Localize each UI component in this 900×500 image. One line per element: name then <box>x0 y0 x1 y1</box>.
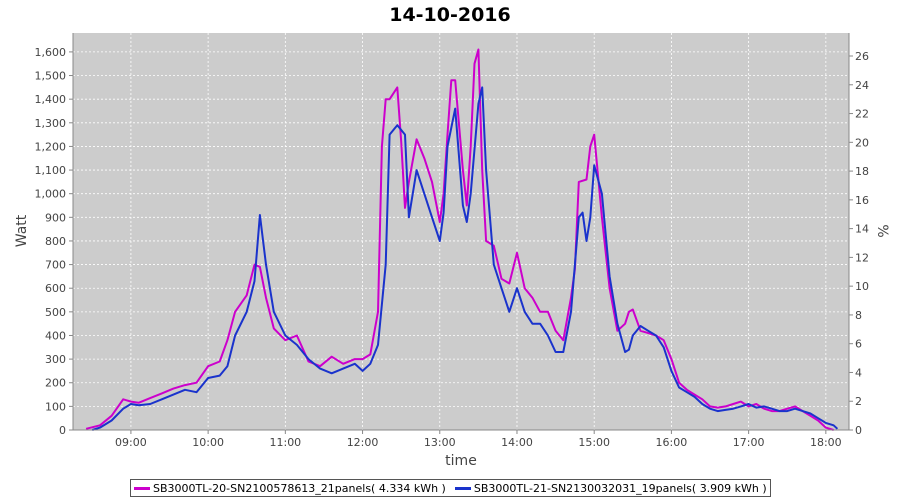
y-tick-label: 1,400 <box>35 93 67 106</box>
x-tick-label: 18:00 <box>810 436 842 449</box>
y2-tick-label: 2 <box>855 395 862 408</box>
plot-area <box>73 33 849 430</box>
y2-tick-label: 8 <box>855 309 862 322</box>
y-tick-label: 1,600 <box>35 46 67 59</box>
y-tick-label: 1,500 <box>35 70 67 83</box>
x-axis-label: time <box>445 453 477 469</box>
x-tick-label: 15:00 <box>578 436 610 449</box>
y-tick-label: 600 <box>45 282 66 295</box>
y2-tick-label: 16 <box>855 194 869 207</box>
legend-item-2: SB3000TL-21-SN2130032031_19panels( 3.909… <box>454 481 767 495</box>
y-tick-label: 700 <box>45 259 66 272</box>
y-tick-label: 300 <box>45 353 66 366</box>
x-tick-label: 13:00 <box>424 436 456 449</box>
y2-tick-label: 12 <box>855 251 869 264</box>
series-line-2 <box>92 86 839 431</box>
y2-tick-label: 24 <box>855 79 869 92</box>
y-tick-label: 0 <box>59 424 66 437</box>
x-tick-label: 09:00 <box>115 436 147 449</box>
legend-swatch-1 <box>134 486 150 490</box>
y-tick-label: 1,000 <box>35 188 67 201</box>
y2-tick-label: 4 <box>855 366 862 379</box>
legend-label-1: SB3000TL-20-SN2100578613_21panels( 4.334… <box>153 481 446 495</box>
x-tick-label: 12:00 <box>347 436 379 449</box>
x-tick-label: 14:00 <box>501 436 533 449</box>
axes: 01002003004005006007008009001,0001,1001,… <box>35 33 869 449</box>
y2-tick-label: 18 <box>855 165 869 178</box>
y-tick-label: 400 <box>45 329 66 342</box>
x-tick-label: 17:00 <box>733 436 765 449</box>
legend-item-1: SB3000TL-20-SN2100578613_21panels( 4.334… <box>134 482 446 495</box>
y2-tick-label: 26 <box>855 50 869 63</box>
legend-swatch-2 <box>454 486 471 490</box>
x-tick-label: 10:00 <box>192 436 224 449</box>
y2-tick-label: 20 <box>855 136 869 149</box>
y-tick-label: 1,300 <box>35 117 67 130</box>
y2-axis-label: % <box>874 224 890 237</box>
chart-legend: SB3000TL-20-SN2100578613_21panels( 4.334… <box>130 479 771 497</box>
x-tick-label: 16:00 <box>656 436 688 449</box>
x-tick-label: 11:00 <box>269 436 301 449</box>
y-tick-label: 500 <box>45 306 66 319</box>
y2-tick-label: 6 <box>855 338 862 351</box>
series-lines <box>85 48 839 431</box>
y2-tick-label: 22 <box>855 108 869 121</box>
y-tick-label: 800 <box>45 235 66 248</box>
y2-tick-label: 10 <box>855 280 869 293</box>
series-line-1 <box>85 48 834 431</box>
y-axis-label: Watt <box>14 214 30 247</box>
y2-tick-label: 0 <box>855 424 862 437</box>
y-tick-label: 200 <box>45 377 66 390</box>
y-tick-label: 1,200 <box>35 140 67 153</box>
chart-title: 14-10-2016 <box>389 4 511 26</box>
y-tick-label: 1,100 <box>35 164 67 177</box>
legend-label-2: SB3000TL-21-SN2130032031_19panels( 3.909… <box>473 481 767 495</box>
y2-tick-label: 14 <box>855 223 869 236</box>
y-tick-label: 100 <box>45 400 66 413</box>
y-tick-label: 900 <box>45 211 66 224</box>
